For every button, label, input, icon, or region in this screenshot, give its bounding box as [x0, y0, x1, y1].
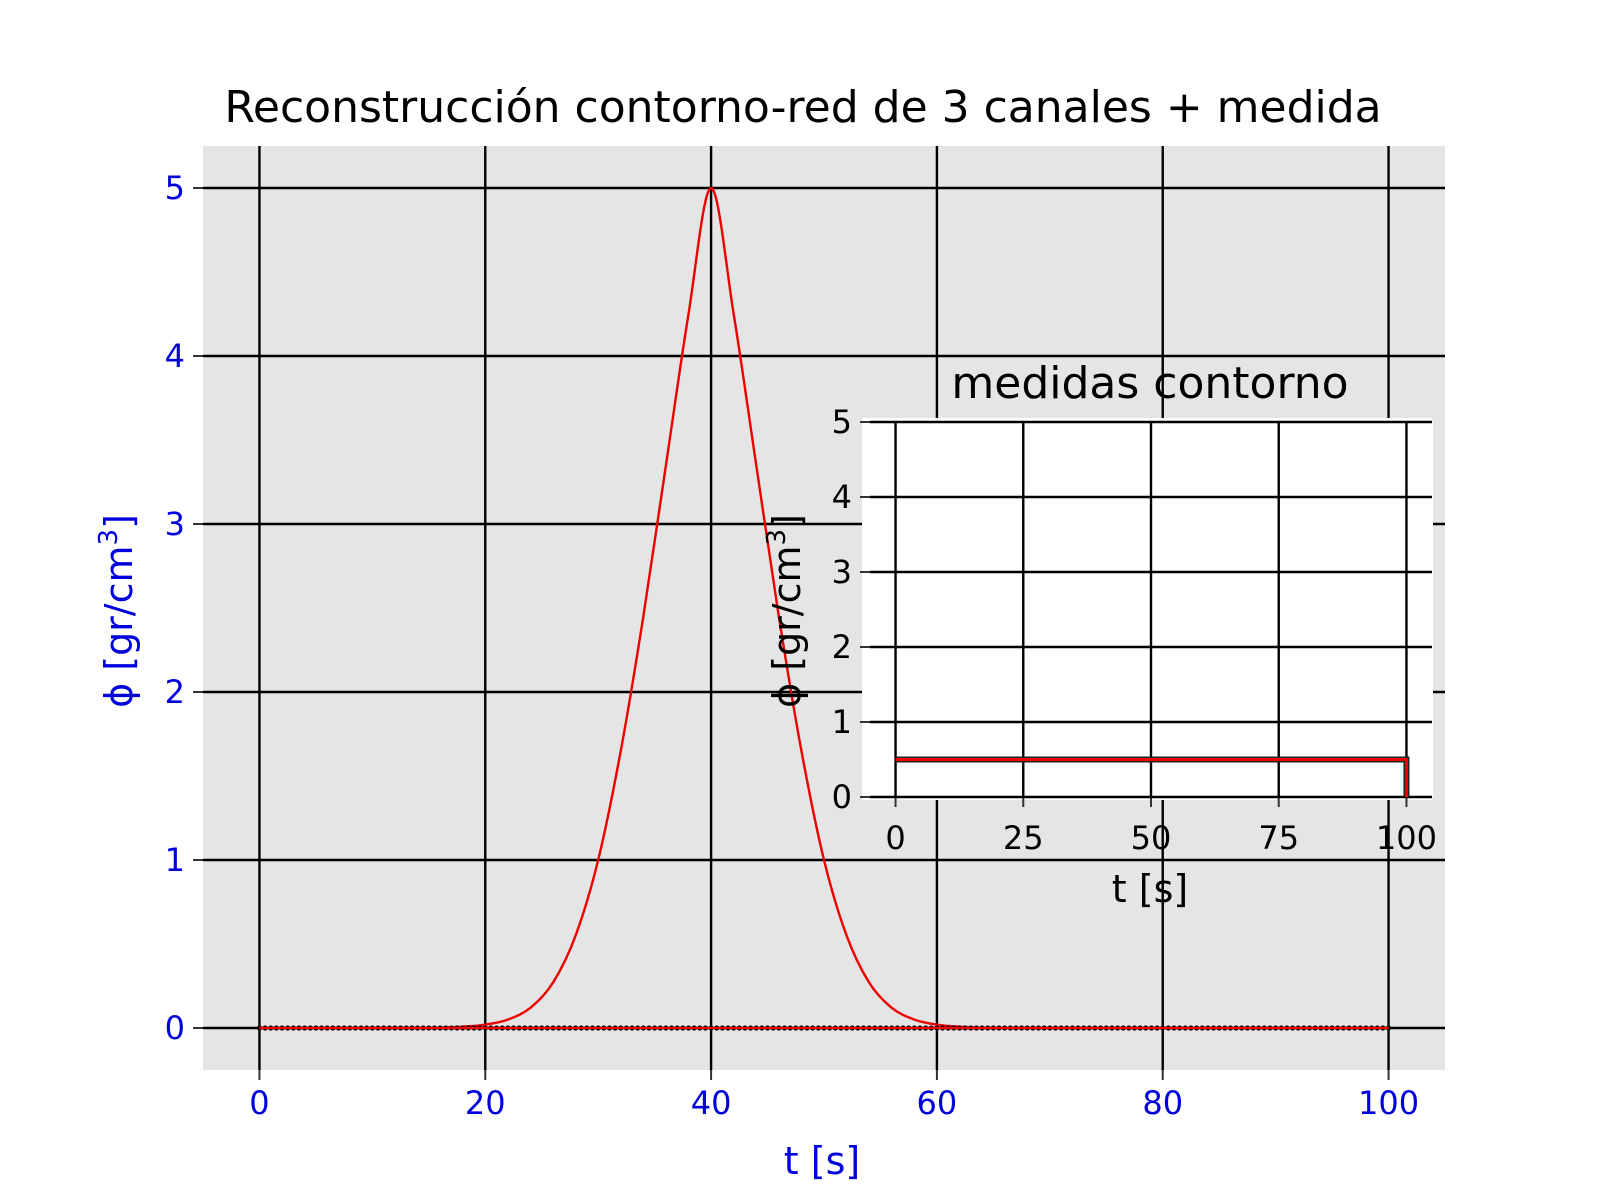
main-y-axis-label-superscript: 3 — [94, 529, 124, 546]
x-tick-label: 60 — [917, 1084, 958, 1122]
inset-tick-labels: 0 25 50 75 100 0 1 2 3 4 5 — [832, 403, 1437, 857]
x-tick-label: 75 — [1258, 819, 1299, 857]
y-tick-label: 3 — [165, 505, 185, 543]
y-tick-label: 1 — [832, 703, 852, 741]
y-tick-label: 4 — [832, 478, 852, 516]
inset-x-axis-label: t [s] — [1112, 867, 1188, 911]
measurement-series-line — [895, 758, 1408, 797]
inset-background — [862, 418, 1432, 800]
inset-y-axis-label-superscript: 3 — [762, 529, 792, 546]
inset-y-axis-label: ϕ [gr/cm3] — [762, 514, 809, 708]
x-tick-label: 20 — [465, 1084, 506, 1122]
main-y-axis-label-text: ϕ [gr/cm — [97, 545, 141, 707]
main-series — [256, 186, 1392, 1031]
main-y-axis-label: ϕ [gr/cm3] — [94, 514, 141, 708]
y-tick-label: 0 — [832, 778, 852, 816]
y-tick-label: 3 — [832, 553, 852, 591]
y-tick-label: 1 — [165, 841, 185, 879]
inset-chart-title: medidas contorno — [951, 358, 1348, 409]
x-tick-label: 0 — [885, 819, 905, 857]
y-tick-label: 0 — [165, 1009, 185, 1047]
inset-y-axis-label-close: ] — [765, 514, 809, 529]
inset-series — [895, 756, 1410, 797]
x-tick-label: 50 — [1131, 819, 1172, 857]
x-tick-label: 40 — [691, 1084, 732, 1122]
y-tick-label: 5 — [832, 403, 852, 441]
main-chart-title: Reconstrucción contorno-red de 3 canales… — [224, 82, 1381, 133]
main-x-axis-label: t [s] — [784, 1139, 860, 1183]
y-tick-label: 2 — [832, 628, 852, 666]
x-tick-label: 25 — [1003, 819, 1044, 857]
x-tick-label: 0 — [249, 1084, 269, 1122]
inset-y-axis-label-text: ϕ [gr/cm — [765, 545, 809, 707]
main-y-axis-label-close: ] — [97, 514, 141, 529]
y-tick-label: 2 — [165, 673, 185, 711]
y-tick-label: 4 — [165, 337, 185, 375]
x-tick-label: 100 — [1358, 1084, 1419, 1122]
y-tick-label: 5 — [165, 169, 185, 207]
x-tick-label: 100 — [1376, 819, 1437, 857]
x-tick-label: 80 — [1142, 1084, 1183, 1122]
inset-grid — [860, 420, 1432, 807]
